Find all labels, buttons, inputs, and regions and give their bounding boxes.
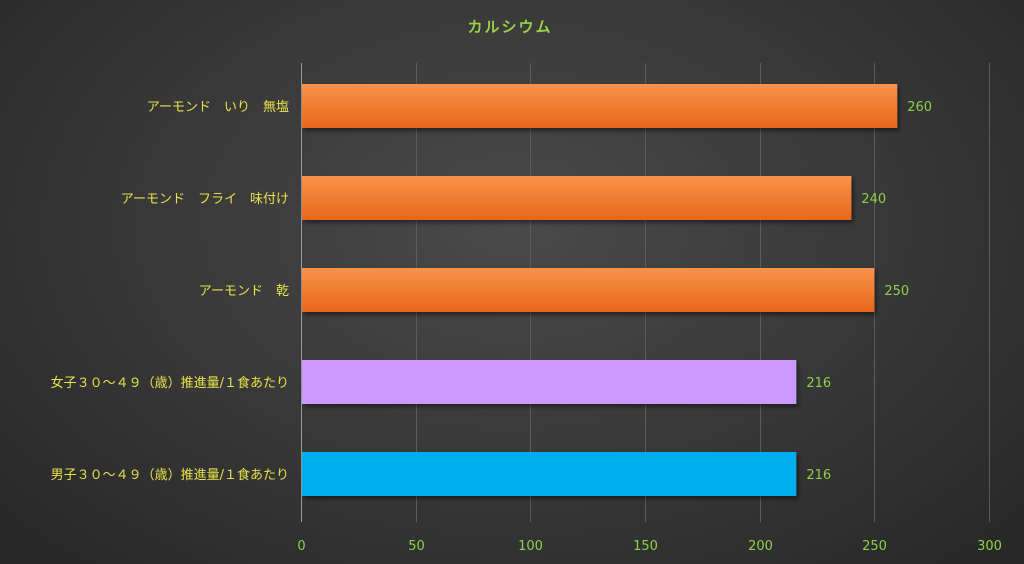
x-tick-label: 250 (862, 539, 887, 554)
data-label: 240 (861, 192, 886, 207)
bar (302, 268, 875, 312)
x-tick-label: 50 (408, 539, 425, 554)
category-label: アーモンド いり 無塩 (147, 100, 289, 115)
x-tick-label: 150 (633, 539, 658, 554)
x-tick-label: 100 (518, 539, 543, 554)
category-label: 男子３０～４９（歳）推進量/１食あたり (51, 467, 289, 483)
category-label: アーモンド 乾 (199, 284, 289, 299)
labels: 0 50 100 150 200 250 300 アーモンド いり 無塩 260 アーモンド フラ… (51, 100, 1002, 554)
bar (302, 452, 797, 496)
data-label: 216 (806, 468, 831, 483)
data-label: 260 (907, 100, 932, 115)
category-label: 女子３０～４９（歳）推進量/１食あたり (51, 375, 289, 391)
category-label: アーモンド フライ 味付け (121, 192, 289, 207)
x-tick-label: 200 (748, 539, 773, 554)
bar (302, 360, 797, 404)
x-tick-label: 0 (297, 539, 305, 554)
data-label: 216 (806, 376, 831, 391)
bars (302, 84, 898, 496)
x-tick-label: 300 (977, 539, 1002, 554)
data-label: 250 (884, 284, 909, 299)
bar (302, 176, 852, 220)
chart-title: カルシウム (467, 18, 552, 36)
bar (302, 84, 898, 128)
